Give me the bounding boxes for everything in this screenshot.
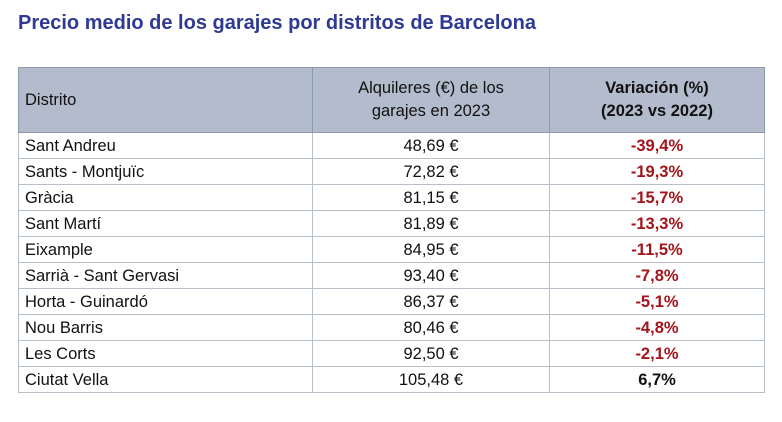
table-header-row: Distrito Alquileres (€) de los garajes e… [18,67,765,133]
district-cell: Sant Martí [18,210,313,237]
district-cell: Horta - Guinardó [18,288,313,315]
table-row: Sant Martí 81,89 € -13,3% [18,210,765,237]
header-variation-line2: (2023 vs 2022) [601,102,713,120]
table-row: Sarrià - Sant Gervasi 93,40 € -7,8% [18,262,765,289]
rent-cell: 81,89 € [312,210,550,237]
variation-cell: -2,1% [549,340,765,367]
table-row: Eixample 84,95 € -11,5% [18,236,765,263]
rent-cell: 81,15 € [312,184,550,211]
rent-cell: 105,48 € [312,366,550,393]
rent-cell: 93,40 € [312,262,550,289]
variation-cell: -11,5% [549,236,765,263]
rent-cell: 86,37 € [312,288,550,315]
table-row: Sant Andreu 48,69 € -39,4% [18,132,765,159]
header-rent-line2: garajes en 2023 [371,102,491,120]
district-cell: Sant Andreu [18,132,313,159]
header-rent-line1: Alquileres (€) de los [358,79,504,97]
table-row: Les Corts 92,50 € -2,1% [18,340,765,367]
rent-cell: 72,82 € [312,158,550,185]
district-cell: Eixample [18,236,313,263]
rent-cell: 92,50 € [312,340,550,367]
variation-cell: -39,4% [549,132,765,159]
rent-cell: 48,69 € [312,132,550,159]
table-row: Horta - Guinardó 86,37 € -5,1% [18,288,765,315]
table-row: Sants - Montjuïc 72,82 € -19,3% [18,158,765,185]
variation-cell: 6,7% [549,366,765,393]
page-title: Precio medio de los garajes por distrito… [18,12,536,34]
variation-cell: -15,7% [549,184,765,211]
variation-cell: -13,3% [549,210,765,237]
header-variation: Variación (%) (2023 vs 2022) [549,67,765,133]
district-cell: Ciutat Vella [18,366,313,393]
district-cell: Gràcia [18,184,313,211]
header-district: Distrito [18,67,313,133]
table-body: Sant Andreu 48,69 € -39,4% Sants - Montjuïc… [18,132,765,393]
header-rent: Alquileres (€) de los garajes en 2023 [312,67,550,133]
header-district-label: Distrito [25,90,77,109]
district-cell: Nou Barris [18,314,313,341]
variation-cell: -5,1% [549,288,765,315]
variation-cell: -7,8% [549,262,765,289]
district-cell: Sarrià - Sant Gervasi [18,262,313,289]
district-cell: Sants - Montjuïc [18,158,313,185]
district-garage-price-table: Distrito Alquileres (€) de los garajes e… [18,67,765,393]
rent-cell: 80,46 € [312,314,550,341]
table-row: Gràcia 81,15 € -15,7% [18,184,765,211]
variation-cell: -4,8% [549,314,765,341]
district-cell: Les Corts [18,340,313,367]
table-row: Nou Barris 80,46 € -4,8% [18,314,765,341]
rent-cell: 84,95 € [312,236,550,263]
header-variation-line1: Variación (%) [605,79,709,97]
variation-cell: -19,3% [549,158,765,185]
table-row: Ciutat Vella 105,48 €6,7% [18,366,765,393]
